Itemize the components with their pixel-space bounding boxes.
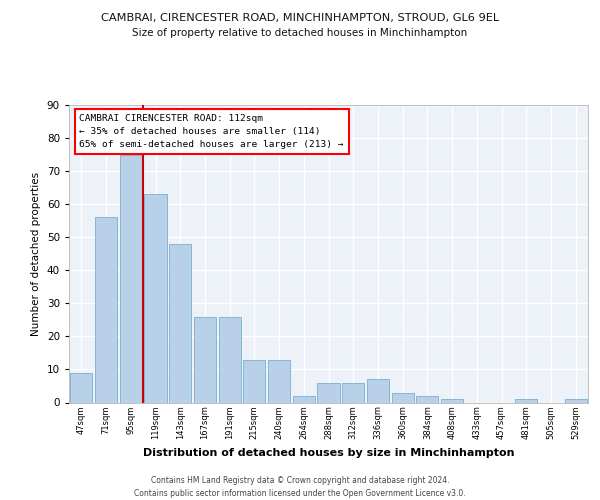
Bar [95,218,117,402]
Bar [268,360,290,403]
Bar [194,316,216,402]
Text: CAMBRAI CIRENCESTER ROAD: 112sqm
← 35% of detached houses are smaller (114)
65% : CAMBRAI CIRENCESTER ROAD: 112sqm ← 35% o… [79,114,344,150]
Bar [441,399,463,402]
Bar [515,399,538,402]
Bar [218,316,241,402]
Bar [367,380,389,402]
Bar [565,399,587,402]
Bar [169,244,191,402]
Bar [392,392,414,402]
Text: Contains HM Land Registry data © Crown copyright and database right 2024.
Contai: Contains HM Land Registry data © Crown c… [134,476,466,498]
Text: CAMBRAI, CIRENCESTER ROAD, MINCHINHAMPTON, STROUD, GL6 9EL: CAMBRAI, CIRENCESTER ROAD, MINCHINHAMPTO… [101,12,499,22]
Bar [342,382,364,402]
Bar [243,360,265,403]
Text: Size of property relative to detached houses in Minchinhampton: Size of property relative to detached ho… [133,28,467,38]
Bar [293,396,315,402]
Bar [416,396,439,402]
Bar [317,382,340,402]
Bar [70,373,92,402]
X-axis label: Distribution of detached houses by size in Minchinhampton: Distribution of detached houses by size … [143,448,514,458]
Bar [145,194,167,402]
Bar [119,154,142,402]
Y-axis label: Number of detached properties: Number of detached properties [31,172,41,336]
